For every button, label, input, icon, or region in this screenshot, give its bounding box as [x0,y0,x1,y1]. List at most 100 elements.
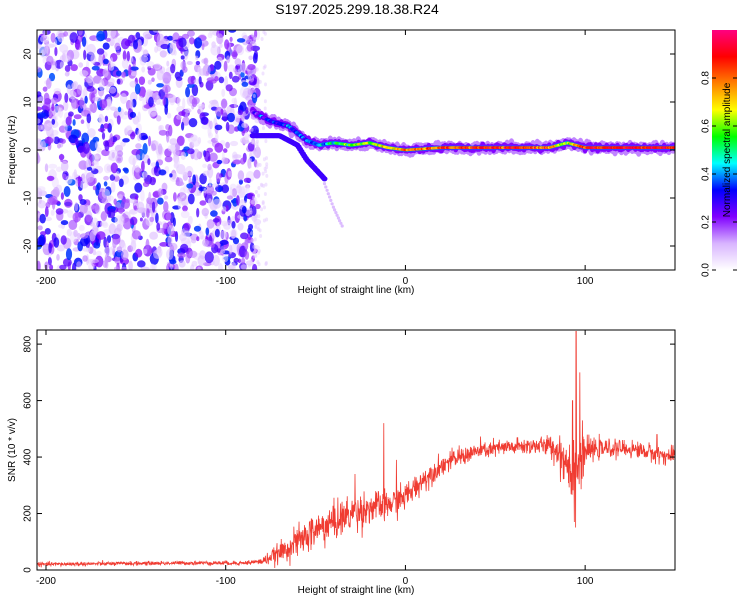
noise-speckle [250,231,253,236]
noise-speckle [262,65,266,70]
trail-mark [339,221,343,225]
noise-speckle [77,232,81,241]
noise-speckle [66,228,72,237]
noise-speckle [169,173,173,178]
noise-speckle [83,86,88,99]
noise-speckle [116,51,121,56]
noise-speckle [248,55,253,61]
noise-speckle [113,175,120,182]
noise-speckle [120,114,128,120]
noise-speckle [72,212,82,223]
noise-speckle [120,93,128,104]
noise-speckle [212,198,222,209]
noise-speckle [254,152,258,156]
noise-speckle [135,154,141,161]
colorbar-tick-label: 0.6 [701,119,712,133]
noise-speckle [140,189,145,202]
noise-speckle [186,83,195,88]
noise-speckle [214,60,222,70]
noise-speckle [91,65,100,71]
noise-speckle [262,30,266,35]
noise-speckle [204,251,214,264]
noise-speckle [238,258,241,264]
noise-speckle [121,266,128,270]
noise-speckle [179,187,186,199]
noise-speckle [260,207,264,212]
noise-speckle [240,157,246,165]
noise-speckle [124,111,128,116]
noise-speckle [141,66,146,73]
noise-speckle [249,152,253,157]
x-tick-label: 100 [577,576,594,587]
noise-speckle [168,124,173,137]
noise-speckle [189,37,195,45]
trail-mark [325,188,329,192]
noise-speckle [62,173,67,180]
noise-speckle [224,39,230,50]
noise-speckle [255,67,259,72]
line-core [672,146,675,149]
noise-speckle [173,157,180,168]
noise-speckle [39,213,46,224]
trail-mark [324,185,328,189]
noise-speckle [223,60,228,72]
noise-speckle [106,235,112,243]
noise-speckle [80,237,89,247]
noise-speckle [96,231,106,240]
noise-speckle [67,210,74,218]
noise-speckle [252,140,255,145]
noise-speckle [247,75,251,80]
noise-speckle [142,181,150,188]
noise-speckle [129,66,139,71]
noise-speckle [45,43,49,55]
noise-speckle [169,43,176,56]
snr-series-line [37,331,675,569]
noise-speckle [180,243,189,253]
noise-speckle [196,236,200,242]
noise-speckle [130,131,136,140]
noise-speckle [199,230,204,240]
noise-speckle [256,144,259,149]
spectrogram-marks [37,30,675,270]
noise-speckle [73,229,78,238]
noise-speckle [141,160,145,173]
noise-speckle [253,237,257,242]
noise-speckle [128,198,137,204]
noise-speckle [245,185,250,195]
noise-speckle [247,64,256,71]
noise-speckle [141,135,149,140]
noise-speckle [207,132,213,139]
trail-mark [326,192,330,196]
noise-speckle [59,61,64,69]
noise-speckle [228,244,233,255]
noise-speckle [44,206,49,218]
noise-speckle [114,42,121,51]
noise-speckle [131,149,141,156]
noise-speckle [142,49,149,58]
noise-speckle [232,154,242,159]
y-tick-label: 400 [23,448,34,465]
noise-speckle [261,171,265,176]
noise-speckle [112,239,117,249]
noise-speckle [166,248,174,260]
noise-speckle [103,58,109,65]
y-tick-label: 10 [23,96,34,108]
noise-speckle [248,80,257,86]
noise-speckle [244,131,249,141]
noise-speckle [100,221,104,227]
noise-speckle [252,195,255,200]
noise-speckle [227,64,236,72]
noise-speckle [81,132,90,144]
noise-speckle [86,77,93,84]
noise-speckle [60,138,66,144]
snr-y-label: SNR (10 * v/v) [7,418,18,482]
noise-speckle [202,65,206,76]
noise-speckle [178,37,187,48]
noise-speckle [159,124,164,131]
noise-speckle [264,182,268,187]
noise-speckle [50,209,55,216]
noise-speckle [44,163,49,173]
noise-speckle [212,254,220,267]
